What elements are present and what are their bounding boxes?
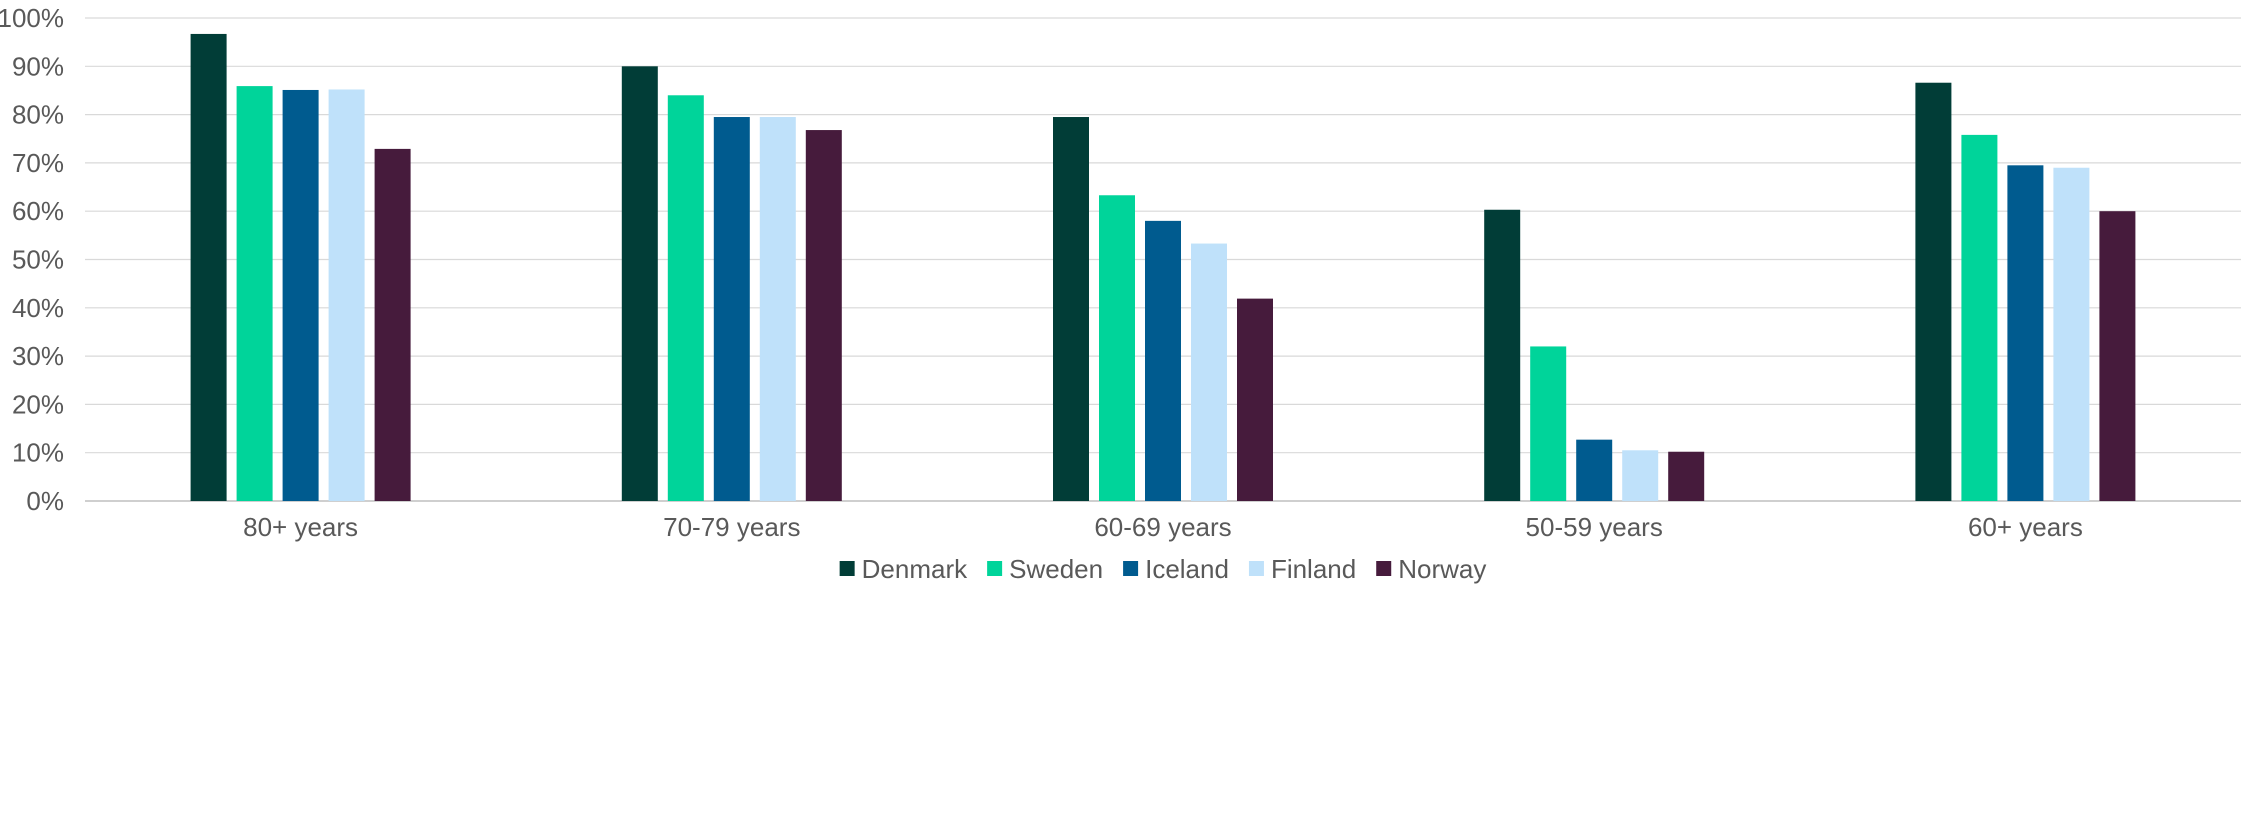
bar-denmark — [1484, 209, 1521, 501]
bar-denmark — [621, 66, 658, 502]
x-tick-label: 80+ years — [243, 512, 358, 542]
legend-label: Iceland — [1145, 554, 1229, 584]
bar-finland — [759, 117, 796, 501]
bar-norway — [1668, 451, 1705, 501]
legend-swatch — [839, 561, 855, 576]
legend-item-denmark: Denmark — [839, 554, 968, 584]
bar-iceland — [1576, 439, 1613, 501]
bar-norway — [1237, 298, 1273, 501]
y-tick-label: 90% — [12, 51, 64, 81]
legend-label: Finland — [1271, 554, 1356, 584]
x-tick-label: 60+ years — [1968, 512, 2083, 542]
y-tick-label: 40% — [12, 293, 64, 323]
legend-item-norway: Norway — [1376, 554, 1486, 584]
y-tick-label: 70% — [12, 148, 64, 178]
bar-iceland — [2007, 165, 2044, 501]
bar-sweden — [667, 95, 704, 501]
x-tick-label: 60-69 years — [1094, 512, 1231, 542]
bar-norway — [2099, 211, 2136, 501]
y-tick-label: 100% — [0, 3, 64, 33]
bar-finland — [1622, 450, 1659, 501]
legend-item-iceland: Iceland — [1123, 554, 1229, 584]
bar-iceland — [713, 117, 750, 501]
bar-finland — [328, 89, 365, 501]
bar-denmark — [190, 33, 227, 502]
legend-label: Sweden — [1009, 554, 1103, 584]
x-tick-label: 70-79 years — [663, 512, 800, 542]
y-tick-label: 80% — [12, 100, 64, 130]
bar-finland — [2053, 167, 2090, 502]
legend-swatch — [987, 561, 1003, 576]
bar-norway — [374, 148, 411, 501]
bar-sweden — [1530, 346, 1567, 501]
bar-sweden — [1961, 134, 1998, 502]
y-tick-label: 20% — [12, 389, 64, 419]
legend-label: Denmark — [862, 554, 968, 584]
bar-iceland — [282, 89, 319, 501]
bar-sweden — [236, 86, 273, 501]
y-tick-label: 60% — [12, 196, 64, 226]
bar-norway — [805, 130, 842, 501]
legend-swatch — [1123, 561, 1139, 576]
legend-swatch — [1248, 561, 1264, 576]
y-tick-label: 10% — [12, 438, 64, 468]
x-tick-label: 50-59 years — [1526, 512, 1663, 542]
bar-denmark — [1915, 82, 1952, 502]
bar-sweden — [1099, 195, 1135, 502]
y-tick-label: 50% — [12, 245, 64, 275]
legend-item-finland: Finland — [1248, 554, 1356, 584]
y-tick-label: 0% — [26, 486, 64, 516]
y-tick-label: 30% — [12, 341, 64, 371]
bar-finland — [1191, 243, 1227, 501]
bar-iceland — [1145, 220, 1181, 502]
bar-denmark — [1053, 117, 1089, 501]
legend-item-sweden: Sweden — [987, 554, 1103, 584]
legend-swatch — [1376, 561, 1392, 576]
legend-label: Norway — [1398, 554, 1486, 584]
